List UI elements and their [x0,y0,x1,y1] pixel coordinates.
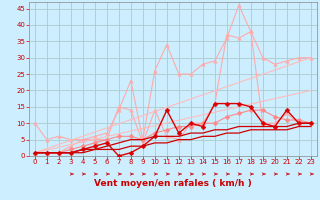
X-axis label: Vent moyen/en rafales ( km/h ): Vent moyen/en rafales ( km/h ) [94,179,252,188]
